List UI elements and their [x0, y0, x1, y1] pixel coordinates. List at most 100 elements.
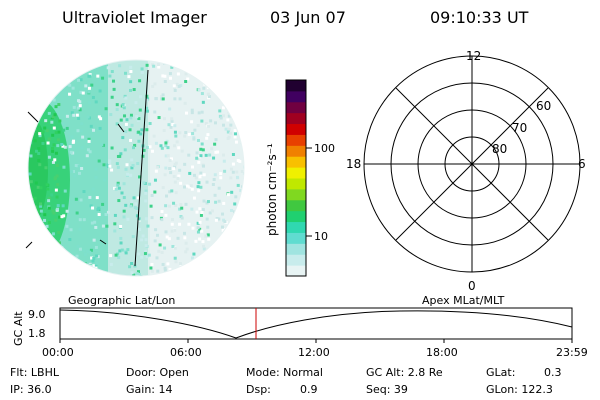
dsp-value: 0.9	[300, 383, 318, 396]
image-pixel	[172, 275, 176, 276]
image-pixel	[229, 176, 233, 180]
image-pixel	[180, 149, 184, 153]
image-pixel	[183, 162, 187, 166]
image-pixel	[41, 254, 45, 258]
image-pixel	[70, 111, 74, 115]
image-pixel	[135, 115, 139, 119]
image-pixel	[221, 106, 225, 110]
image-pixel	[234, 195, 238, 199]
image-pixel	[37, 78, 41, 82]
image-pixel	[91, 206, 95, 210]
seq-label: Seq: 39	[366, 383, 408, 396]
image-pixel	[139, 95, 143, 99]
image-pixel	[234, 265, 238, 269]
image-pixel	[184, 241, 188, 245]
image-pixel	[154, 228, 158, 232]
image-pixel	[137, 139, 141, 143]
image-pixel	[128, 128, 132, 132]
image-pixel	[95, 196, 99, 200]
image-pixel	[86, 115, 90, 119]
image-pixel	[93, 220, 97, 224]
image-pixel	[169, 125, 173, 129]
image-pixel	[39, 204, 43, 208]
image-pixel	[94, 245, 98, 249]
image-pixel	[170, 119, 174, 123]
image-pixel	[223, 169, 227, 173]
image-pixel	[173, 130, 177, 134]
image-pixel	[116, 165, 120, 169]
image-pixel	[180, 63, 184, 67]
image-pixel	[158, 243, 162, 247]
image-pixel	[78, 267, 82, 271]
image-pixel	[56, 144, 60, 148]
image-pixel	[129, 173, 133, 177]
image-pixel	[227, 76, 231, 80]
image-pixel	[236, 110, 240, 114]
image-pixel	[97, 159, 101, 163]
image-pixel	[84, 63, 88, 67]
image-pixel	[76, 129, 80, 133]
image-pixel	[108, 161, 112, 165]
timeline-plot[interactable]: Geographic Lat/Lon Apex MLat/MLT GC Alt …	[12, 294, 588, 359]
image-pixel	[97, 213, 101, 217]
timeline-xtick-1800: 18:00	[426, 346, 458, 359]
image-pixel	[85, 271, 89, 275]
image-pixel	[124, 167, 128, 171]
image-pixel	[100, 143, 104, 147]
clock-label-18: 18	[346, 157, 361, 171]
image-pixel	[54, 188, 58, 192]
image-pixel	[207, 95, 211, 99]
image-pixel	[94, 100, 98, 104]
image-pixel	[185, 184, 189, 188]
image-pixel	[214, 69, 218, 73]
image-pixel	[47, 137, 51, 141]
image-pixel	[221, 236, 225, 240]
image-pixel	[194, 271, 198, 275]
image-pixel	[155, 233, 159, 237]
image-pixel	[144, 249, 148, 253]
image-pixel	[56, 204, 60, 208]
image-pixel	[169, 171, 173, 175]
image-pixel	[240, 70, 244, 74]
image-pixel	[117, 186, 121, 190]
image-pixel	[109, 113, 113, 117]
image-pixel	[188, 64, 192, 68]
image-pixel	[68, 92, 72, 96]
image-pixel	[219, 172, 223, 176]
image-pixel	[109, 254, 113, 258]
image-pixel	[47, 206, 51, 210]
image-pixel	[108, 74, 112, 78]
image-pixel	[33, 248, 37, 252]
image-pixel	[50, 268, 54, 272]
image-pixel	[62, 265, 66, 269]
image-pixel	[159, 95, 163, 99]
image-pixel	[192, 196, 196, 200]
glat-label: GLat:	[486, 366, 516, 379]
image-pixel	[101, 224, 105, 228]
image-pixel	[138, 108, 142, 112]
image-pixel	[135, 207, 139, 211]
colorbar-swatch	[286, 123, 306, 135]
image-pixel	[167, 204, 171, 208]
image-pixel	[49, 271, 53, 275]
image-pixel	[144, 217, 148, 221]
image-pixel	[124, 96, 128, 100]
image-pixel	[173, 97, 177, 101]
image-pixel	[145, 94, 149, 98]
image-pixel	[196, 124, 200, 128]
image-pixel	[132, 273, 136, 276]
image-pixel	[146, 224, 150, 228]
image-pixel	[56, 247, 60, 251]
image-pixel	[38, 163, 42, 167]
image-pixel	[31, 266, 35, 270]
image-pixel	[129, 113, 133, 117]
image-pixel	[190, 207, 194, 211]
image-pixel	[211, 70, 215, 74]
image-pixel	[214, 200, 218, 204]
clock-label-6: 6	[578, 157, 586, 171]
image-pixel	[131, 164, 135, 168]
image-pixel	[217, 199, 221, 203]
auroral-image[interactable]	[10, 59, 247, 279]
image-pixel	[56, 138, 60, 142]
